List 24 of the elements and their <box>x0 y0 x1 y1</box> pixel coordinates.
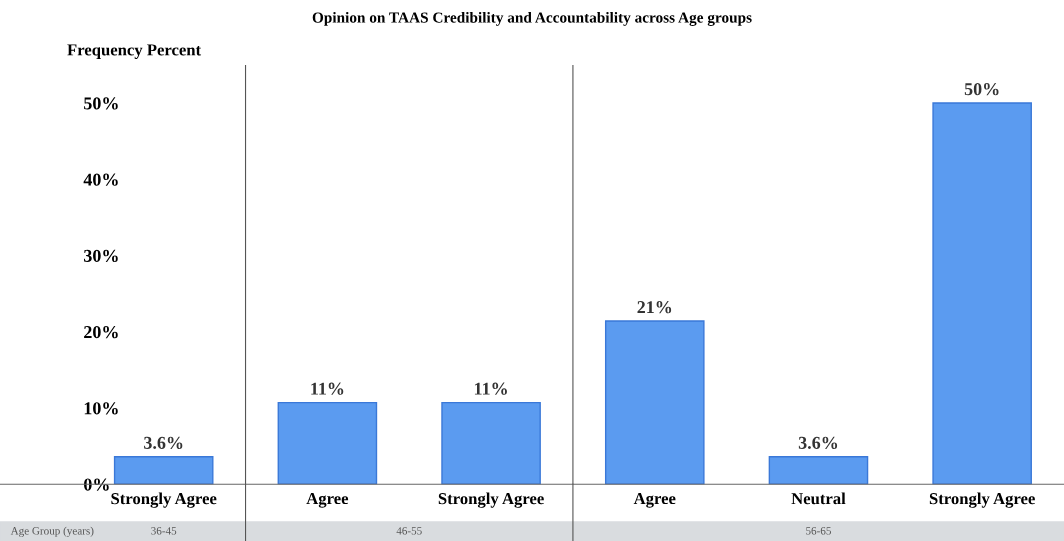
data-label: 3.6% <box>144 436 183 449</box>
text: 46-55 <box>396 527 422 535</box>
data-label: 11% <box>474 382 507 395</box>
data-label: 3.6% <box>798 436 838 449</box>
text: 56-65 <box>806 527 831 535</box>
y-tick-label: 50% <box>84 97 118 110</box>
x-tick-label: Agree <box>633 492 676 508</box>
y-tick-label: 30% <box>84 249 118 262</box>
text: 36-45 <box>151 527 177 535</box>
data-label: 21% <box>637 301 672 314</box>
y-tick-label: 20% <box>84 325 118 339</box>
x-tick-label: Strongly Agree <box>438 492 544 508</box>
x-tick-label: Neutral <box>791 492 846 505</box>
data-label: 50% <box>964 83 999 96</box>
x-tick-label: Strongly Agree <box>929 492 1035 508</box>
y-tick-label: 40% <box>83 173 118 186</box>
data-label: 11% <box>311 382 344 395</box>
y-tick-label: 0% <box>84 478 109 491</box>
chart-title: Opinion on TAAS Credibility and Accountability across Age groups <box>312 11 752 26</box>
x-tick-label: Strongly Agree <box>111 492 217 508</box>
text: Age Group (years) <box>10 526 94 537</box>
x-tick-label: Agree <box>306 492 349 508</box>
y-axis-title: Frequency Percent <box>67 44 202 59</box>
y-tick-label: 10% <box>84 402 118 415</box>
